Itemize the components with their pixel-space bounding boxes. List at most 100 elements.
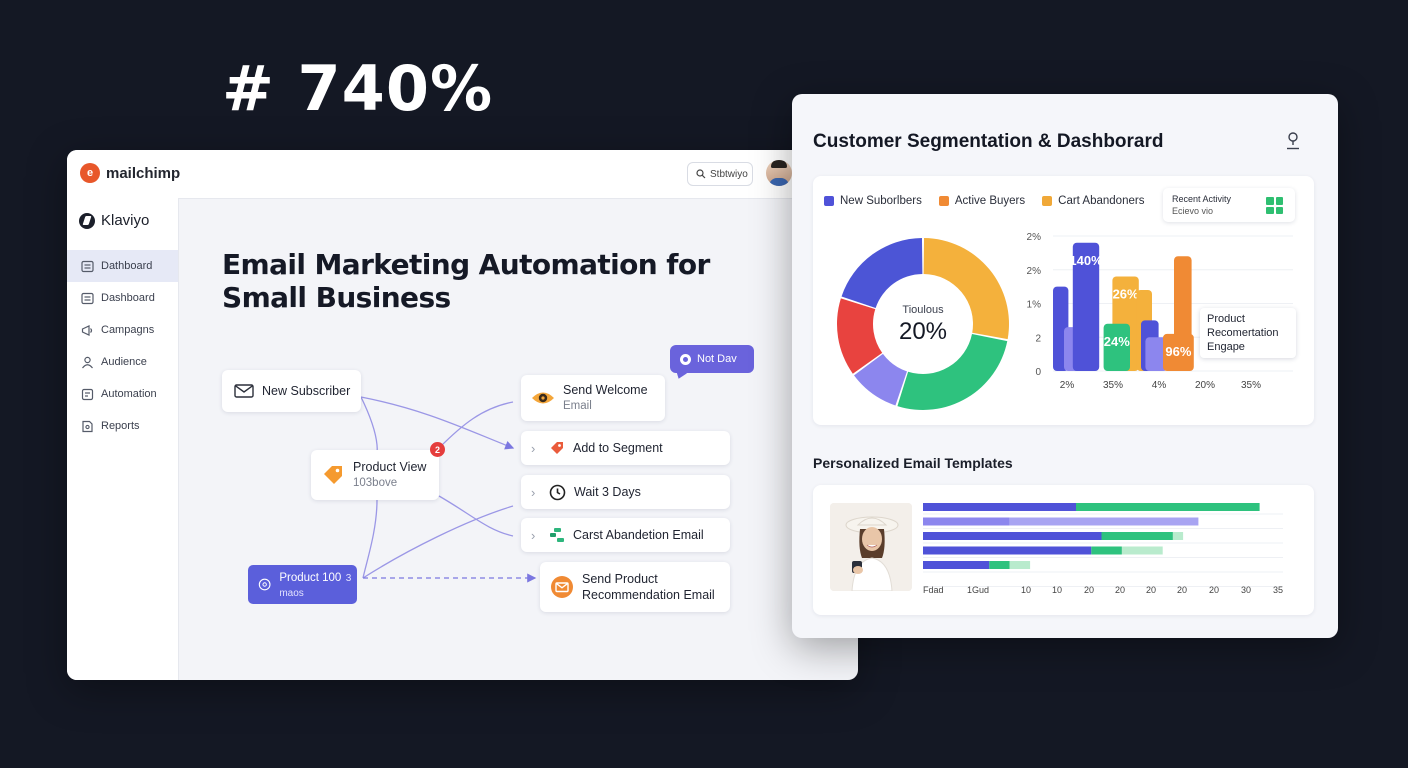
dashboard-panel: Customer Segmentation & Dashborard New S… <box>792 94 1338 638</box>
sidebar-item-label: Reports <box>101 420 140 432</box>
chat-icon <box>258 578 271 591</box>
donut-slice <box>854 353 907 406</box>
y-tick-label: 2% <box>1027 232 1042 243</box>
x-tick-label: 20 <box>1084 585 1094 595</box>
x-tick-label: 20% <box>1195 380 1215 391</box>
chevron-right-icon: › <box>531 440 536 456</box>
dashboard-icon <box>81 260 94 272</box>
donut-chart <box>837 238 1009 410</box>
node-sub: 3 maos <box>279 572 352 599</box>
x-tick-label: 20 <box>1115 585 1125 595</box>
legend-item: Active Buyers <box>938 195 1026 207</box>
x-tick-label: 2% <box>1060 380 1075 391</box>
reports-icon <box>82 420 93 432</box>
legend-swatch <box>824 196 834 206</box>
y-tick-label: 1% <box>1027 300 1042 311</box>
sidebar-item-automation[interactable]: Automation <box>67 378 178 410</box>
tooltip-text: Not Dav <box>697 353 737 365</box>
legend-label: Active Buyers <box>954 195 1026 207</box>
donut-slice <box>897 333 1008 410</box>
brand[interactable]: e mailchimp <box>80 163 180 183</box>
x-tick-label: 20 <box>1146 585 1156 595</box>
popup-line: Recomertation <box>1207 327 1279 339</box>
sidebar-item-dathboard[interactable]: Dathboard <box>67 250 178 282</box>
sidebar-item-audience[interactable]: Audience <box>67 346 178 378</box>
dashboard-icon <box>81 292 94 304</box>
node-product-trigger[interactable]: Product 100 3 maos <box>248 565 357 604</box>
sidebar-nav: Dathboard Dashboard Campagns Audience Au… <box>67 250 178 442</box>
node-send-welcome[interactable]: Send Welcome Email <box>521 375 665 421</box>
dashboard-title: Customer Segmentation & Dashborard <box>813 131 1164 152</box>
y-tick-label: 2% <box>1027 266 1042 277</box>
bar <box>1103 323 1130 371</box>
sidebar-item-campaigns[interactable]: Campagns <box>67 314 178 346</box>
node-label: Recommendation Email <box>582 588 715 602</box>
bar-data-label: 96% <box>1165 344 1191 359</box>
x-tick-label: 35% <box>1241 380 1261 391</box>
x-tick-label: 4% <box>1152 380 1167 391</box>
sidebar-item-label: Dashboard <box>101 292 155 304</box>
node-sub: 103bove <box>353 477 398 489</box>
popup-line: Engape <box>1207 341 1245 353</box>
top-bar: e mailchimp Stbtwiyo <box>67 150 858 199</box>
x-tick-label: 20 <box>1209 585 1219 595</box>
bar-data-label: 140% <box>1069 253 1103 268</box>
bar-segment <box>1009 517 1199 526</box>
dot-icon <box>680 353 691 365</box>
bar <box>1072 242 1100 371</box>
x-tick-label: 10 <box>1052 585 1062 595</box>
node-send-product[interactable]: Send Product Recommendation Email <box>540 562 730 612</box>
node-cart-abandonment[interactable]: › Carst Abandetion Email <box>521 518 730 552</box>
node-label: Product View <box>353 460 427 474</box>
legend-item: Cart Abandoners <box>1042 195 1144 207</box>
node-label: Send Product <box>582 572 658 586</box>
chart-legend: New Suborlbers Active Buyers Cart Abando… <box>824 195 1144 207</box>
node-sub: Email <box>563 400 592 412</box>
popup-line: Product <box>1207 313 1245 325</box>
segment-icon <box>551 442 563 454</box>
sidebar-item-label: Dathboard <box>101 260 153 272</box>
bar <box>1163 333 1194 371</box>
sidebar-item-reports[interactable]: Reports <box>67 410 178 442</box>
brand-name: mailchimp <box>106 164 181 182</box>
sidebar: Klaviyo Dathboard Dashboard Campagns Aud… <box>67 198 179 680</box>
mail-icon <box>234 384 254 398</box>
node-new-subscriber[interactable]: New Subscriber <box>222 370 361 412</box>
user-icon[interactable] <box>1285 132 1301 150</box>
template-thumbnail[interactable] <box>830 503 912 591</box>
chevron-right-icon: › <box>531 484 536 500</box>
search-label: Stbtwiyo <box>710 168 748 180</box>
legend-swatch <box>938 196 949 206</box>
sidebar-item-dashboard[interactable]: Dashboard <box>67 282 178 314</box>
node-add-to-segment[interactable]: › Add to Segment <box>521 431 730 465</box>
bar-segment <box>1076 503 1260 511</box>
legend-item: New Suborlbers <box>824 195 922 207</box>
avatar[interactable] <box>766 160 792 186</box>
tooltip: Not Dav <box>670 345 754 373</box>
x-tick-label: 10 <box>1021 585 1031 595</box>
templates-bar-chart: Fdad 1Gud 10 10 20 20 20 20 20 30 35 <box>923 503 1283 595</box>
recent-activity-sub: Ecievo vio <box>1172 206 1214 216</box>
recent-activity-card[interactable]: Recent Activity Ecievo vio <box>1163 188 1295 222</box>
node-label: Add to Segment <box>573 441 663 455</box>
sidebar-item-label: Campagns <box>101 324 155 336</box>
node-wait[interactable]: › Wait 3 Days <box>521 475 730 509</box>
envelope-badge-icon <box>551 576 573 598</box>
woman-portrait-image <box>830 503 912 591</box>
sidebar-brand[interactable]: Klaviyo <box>79 212 149 229</box>
grid-icon <box>1266 197 1283 214</box>
chevron-right-icon: › <box>531 527 536 543</box>
bar-segment <box>1172 532 1184 540</box>
segmentation-card: New Suborlbers Active Buyers Cart Abando… <box>813 176 1314 425</box>
templates-card: Fdad 1Gud 10 10 20 20 20 20 20 30 35 <box>813 485 1314 615</box>
automation-icon <box>81 388 94 400</box>
legend-swatch <box>1042 196 1053 206</box>
page-title: Email Marketing Automation for Small Bus… <box>222 248 710 314</box>
bar-segment <box>1091 546 1122 555</box>
donut-center-label: Tioulous <box>902 304 944 316</box>
node-product-view[interactable]: Product View 103bove 2 <box>311 442 445 500</box>
search-button[interactable]: Stbtwiyo <box>687 162 753 186</box>
eye-icon <box>532 392 554 404</box>
tag-icon <box>324 466 342 484</box>
clock-icon <box>549 484 566 500</box>
